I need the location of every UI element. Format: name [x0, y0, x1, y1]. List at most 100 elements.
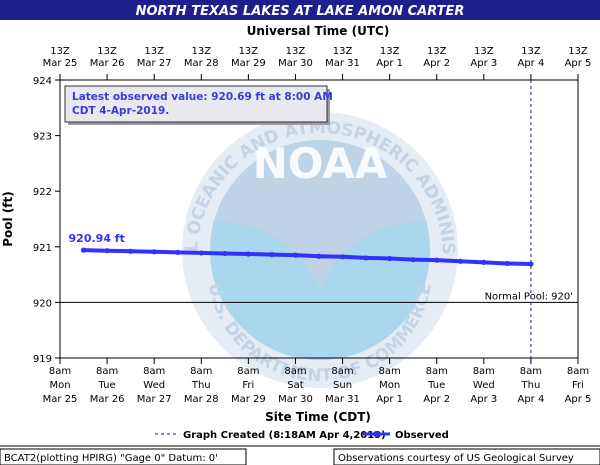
site-tick-day: Tue: [98, 380, 116, 391]
observed-point: [363, 255, 369, 261]
y-axis-title: Pool (ft): [1, 191, 15, 247]
site-tick-date: Apr 2: [423, 394, 450, 405]
site-tick-time: 8am: [143, 366, 165, 377]
utc-tick-time: 13Z: [144, 46, 164, 57]
site-tick-date: Mar 30: [278, 394, 313, 405]
site-tick-date: Apr 5: [565, 394, 592, 405]
y-tick-label: 920: [33, 298, 52, 309]
utc-tick-date: Apr 3: [470, 58, 497, 69]
footer-right-box: [333, 448, 600, 465]
site-tick-date: Apr 3: [470, 394, 497, 405]
site-tick-date: Apr 4: [517, 394, 544, 405]
footer-left-text: BCAT2(plotting HPIRG) "Gage 0" Datum: 0': [4, 453, 218, 464]
site-tick-day: Thu: [191, 380, 211, 391]
y-tick-label: 923: [33, 132, 52, 143]
legend-observed-marker: [373, 431, 379, 437]
plot-frame: [59, 79, 579, 359]
y-tick-label: 922: [33, 187, 52, 198]
utc-tick-time: 13Z: [97, 46, 117, 57]
legend-created-label: Graph Created (8:18AM Apr 4,2019): [183, 430, 386, 441]
site-tick-day: Tue: [427, 380, 445, 391]
utc-tick-date: Apr 1: [376, 58, 403, 69]
legend: Graph Created (8:18AM Apr 4,2019) Observ…: [155, 430, 449, 441]
latest-observed-box: Latest observed value: 920.69 ft at 8:00…: [64, 85, 333, 125]
utc-tick-date: Mar 28: [184, 58, 219, 69]
observed-point: [222, 250, 228, 257]
observed-point: [434, 257, 440, 263]
utc-tick-time: 13Z: [380, 46, 400, 57]
utc-tick-time: 13Z: [286, 46, 306, 57]
site-tick-day: Mon: [49, 380, 70, 391]
site-tick-day: Fri: [572, 380, 584, 391]
site-tick-time: 8am: [426, 366, 448, 377]
site-tick-time: 8am: [567, 366, 589, 377]
site-tick-day: Wed: [473, 380, 495, 391]
site-tick-day: Thu: [521, 380, 541, 391]
chart-title: NORTH TEXAS LAKES AT LAKE AMON CARTER: [136, 4, 465, 19]
observed-point: [504, 260, 510, 267]
site-tick-day: Mon: [379, 380, 400, 391]
site-tick-time: 8am: [49, 366, 71, 377]
y-tick-label: 924: [33, 76, 52, 87]
site-tick-day: Wed: [143, 380, 165, 391]
site-tick-date: Mar 31: [325, 394, 360, 405]
site-tick-time: 8am: [473, 366, 495, 377]
site-tick-time: 8am: [237, 366, 259, 377]
observed-point: [104, 248, 110, 254]
utc-tick-date: Apr 2: [423, 58, 450, 69]
observed-point: [128, 248, 134, 254]
utc-tick-date: Mar 29: [231, 58, 266, 69]
site-time-axis: 8am Mon Mar 25 8am Tue Mar 26 8am Wed Mar 27 8am T…: [43, 358, 592, 405]
site-tick-date: Apr 1: [376, 394, 403, 405]
observed-point: [245, 251, 251, 257]
observed-point: [339, 254, 346, 260]
normal-pool-label: Normal Pool: 920': [485, 291, 573, 302]
observed-point: [80, 247, 87, 253]
site-tick-date: Mar 25: [43, 394, 78, 405]
observed-point: [387, 255, 393, 262]
top-axis-title: Universal Time (UTC): [247, 24, 390, 38]
site-tick-time: 8am: [284, 366, 306, 377]
utc-tick-time: 13Z: [568, 46, 588, 57]
observed-point: [316, 253, 322, 259]
site-tick-time: 8am: [520, 366, 542, 377]
site-tick-time: 8am: [331, 366, 353, 377]
latest-box-background: [64, 85, 328, 123]
site-tick-day: Sat: [287, 380, 303, 391]
footer-right-text: Observations courtesy of US Geological S…: [338, 453, 574, 464]
utc-tick-date: Mar 30: [278, 58, 313, 69]
observed-point: [198, 250, 204, 256]
observed-series-points: [80, 247, 534, 267]
utc-tick-time: 13Z: [50, 46, 70, 57]
watermark-noaa-text: NOAA: [253, 139, 388, 188]
y-tick-label: 921: [33, 243, 52, 254]
site-tick-time: 8am: [96, 366, 118, 377]
y-axis: 924 923 922 921 920 919: [33, 76, 60, 365]
site-tick-time: 8am: [379, 366, 401, 377]
utc-tick-date: Apr 4: [517, 58, 544, 69]
site-tick-day: Sun: [333, 380, 352, 391]
utc-tick-time: 13Z: [521, 46, 541, 57]
observed-point: [175, 249, 181, 255]
site-tick-day: Fri: [242, 380, 254, 391]
latest-box-line1: Latest observed value: 920.69 ft at 8:00…: [72, 91, 333, 103]
site-tick-time: 8am: [190, 366, 212, 377]
utc-tick-time: 13Z: [191, 46, 211, 57]
y-tick-label: 919: [33, 354, 52, 365]
observed-point: [151, 249, 157, 255]
utc-tick-time: 13Z: [427, 46, 447, 57]
utc-tick-date: Mar 27: [137, 58, 172, 69]
utc-tick-time: 13Z: [239, 46, 259, 57]
utc-tick-time: 13Z: [474, 46, 494, 57]
observed-point: [457, 258, 463, 264]
utc-tick-time: 13Z: [333, 46, 353, 57]
utc-tick-date: Mar 25: [43, 58, 78, 69]
bottom-axis-title: Site Time (CDT): [265, 410, 371, 424]
observed-point: [410, 256, 416, 263]
observed-point: [292, 252, 299, 258]
observed-point: [481, 259, 487, 265]
observed-point: [269, 251, 275, 258]
start-value-label: 920.94 ft: [69, 232, 125, 245]
footer-left-box: [0, 448, 247, 465]
